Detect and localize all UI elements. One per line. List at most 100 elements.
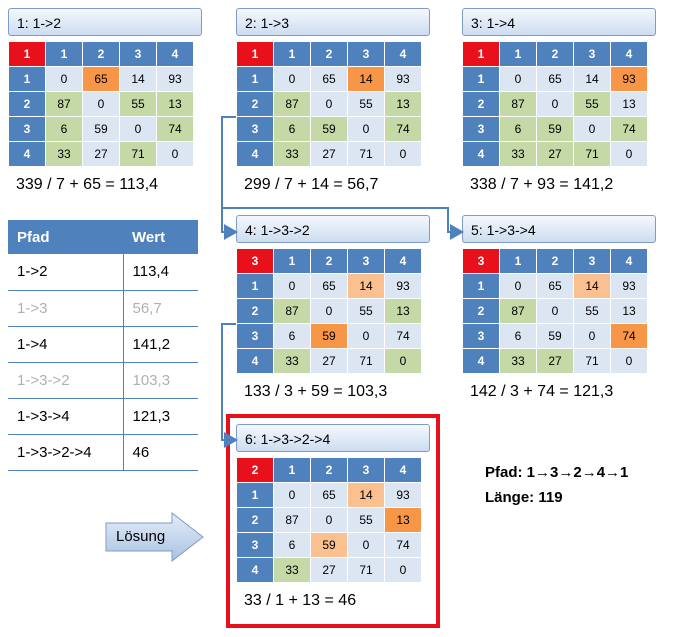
path-cell: 1->4	[8, 326, 124, 363]
matrix-row-header: 4	[462, 348, 500, 374]
matrix-col-header: 4	[384, 457, 422, 483]
path-value-table: Pfad Wert 1->2 113,4 1->3 56,7 1->4 141,2 1->3…	[8, 220, 198, 471]
matrix-corner-cell: 2	[236, 457, 274, 483]
matrix-row-header: 4	[8, 141, 46, 167]
matrix-col-header: 2	[82, 41, 120, 67]
matrix-col-header: 4	[384, 248, 422, 274]
matrix-col-header: 1	[273, 457, 311, 483]
matrix-cell: 0	[45, 66, 83, 92]
path-table-row: 1->3 56,7	[8, 290, 198, 327]
matrix-col-header: 4	[610, 248, 648, 274]
matrix-cell: 93	[156, 66, 194, 92]
distance-matrix: 1 1 2 3 4 1 0 65 14 93 2 87 0 55 13 3 6 59 0 74 4 33 27 71 0	[462, 41, 648, 167]
matrix-cell: 0	[499, 66, 537, 92]
matrix-cell: 71	[573, 141, 611, 167]
path-cell: 1->3->2->4	[8, 434, 124, 471]
matrix-cell: 71	[347, 557, 385, 583]
matrix-row-header: 4	[462, 141, 500, 167]
matrix-cell: 0	[384, 557, 422, 583]
matrix-row: 4 33 27 71 0	[236, 557, 422, 583]
matrix-row-header: 3	[462, 116, 500, 142]
matrix-cell: 0	[310, 507, 348, 533]
matrix-cell: 27	[82, 141, 120, 167]
matrix-cell: 6	[499, 116, 537, 142]
matrix-cell: 59	[536, 323, 574, 349]
matrix-row: 4 33 27 71 0	[8, 141, 194, 167]
matrix-col-header: 1	[273, 41, 311, 67]
matrix-cell: 0	[573, 116, 611, 142]
matrix-row: 1 0 65 14 93	[236, 66, 422, 92]
matrix-cell: 0	[384, 141, 422, 167]
matrix-col-header: 3	[119, 41, 157, 67]
matrix-row: 2 87 0 55 13	[462, 91, 648, 117]
matrix-cell: 74	[610, 323, 648, 349]
matrix-row: 2 87 0 55 13	[462, 298, 648, 324]
matrix-cell: 0	[384, 348, 422, 374]
solution-path-info: Pfad: 1→3→2→4→1 Länge: 119	[485, 460, 628, 510]
matrix-col-header: 4	[610, 41, 648, 67]
matrix-cell: 33	[499, 141, 537, 167]
matrix-col-header: 2	[310, 41, 348, 67]
matrix-cell: 14	[347, 482, 385, 508]
value-cell: 113,4	[123, 254, 198, 291]
loesung-arrow: Lösung	[105, 511, 205, 563]
matrix-row: 4 33 27 71 0	[236, 348, 422, 374]
matrix-row-header: 4	[236, 141, 274, 167]
value-cell: 121,3	[123, 398, 198, 435]
node-title: 3: 1->4	[462, 8, 656, 36]
matrix-row: 1 0 65 14 93	[236, 273, 422, 299]
matrix-cell: 74	[610, 116, 648, 142]
matrix-cell: 93	[610, 66, 648, 92]
matrix-cell: 71	[347, 141, 385, 167]
value-cell: 56,7	[123, 290, 198, 327]
matrix-col-header: 1	[499, 41, 537, 67]
matrix-col-header: 2	[536, 248, 574, 274]
matrix-row-header: 1	[8, 66, 46, 92]
matrix-cell: 55	[347, 298, 385, 324]
matrix-row-header: 3	[236, 116, 274, 142]
matrix-cell: 65	[536, 273, 574, 299]
matrix-cell: 74	[156, 116, 194, 142]
matrix-row-header: 2	[462, 298, 500, 324]
matrix-cell: 0	[499, 273, 537, 299]
matrix-row: 1 0 65 14 93	[8, 66, 194, 92]
matrix-row-header: 3	[236, 323, 274, 349]
matrix-cell: 27	[310, 557, 348, 583]
matrix-cell: 0	[573, 323, 611, 349]
arrow-node4-to-node6	[221, 323, 238, 448]
matrix-corner-cell: 1	[236, 41, 274, 67]
matrix-cell: 13	[610, 298, 648, 324]
matrix-cell: 0	[310, 91, 348, 117]
matrix-cell: 93	[384, 482, 422, 508]
arrow-right-icon	[105, 511, 204, 563]
matrix-cell: 27	[310, 141, 348, 167]
matrix-cell: 27	[536, 141, 574, 167]
matrix-cell: 55	[347, 91, 385, 117]
matrix-cell: 0	[610, 141, 648, 167]
matrix-col-header: 3	[573, 248, 611, 274]
matrix-cell: 55	[119, 91, 157, 117]
laenge-label: Länge:	[485, 489, 535, 506]
cost-calculation: 299 / 7 + 14 = 56,7	[244, 176, 379, 193]
matrix-cell: 93	[384, 273, 422, 299]
matrix-row: 3 6 59 0 74	[236, 323, 422, 349]
matrix-row: 1 0 65 14 93	[462, 66, 648, 92]
matrix-cell: 59	[536, 116, 574, 142]
path-table-row: 1->3->2->4 46	[8, 434, 198, 471]
matrix-cell: 33	[273, 557, 311, 583]
path-cell: 1->3	[8, 290, 124, 327]
laenge-value: 119	[538, 489, 563, 506]
matrix-col-header: 1	[273, 248, 311, 274]
header-pfad: Pfad	[8, 220, 123, 254]
matrix-cell: 6	[45, 116, 83, 142]
matrix-row: 4 33 27 71 0	[462, 348, 648, 374]
path-cell: 1->3->4	[8, 398, 124, 435]
matrix-cell: 14	[347, 66, 385, 92]
matrix-col-header: 4	[384, 41, 422, 67]
path-table-header: Pfad Wert	[8, 220, 198, 254]
matrix-row-header: 4	[236, 348, 274, 374]
matrix-row: 2 87 0 55 13	[8, 91, 194, 117]
matrix-row-header: 3	[462, 323, 500, 349]
matrix-row-header: 2	[236, 507, 274, 533]
